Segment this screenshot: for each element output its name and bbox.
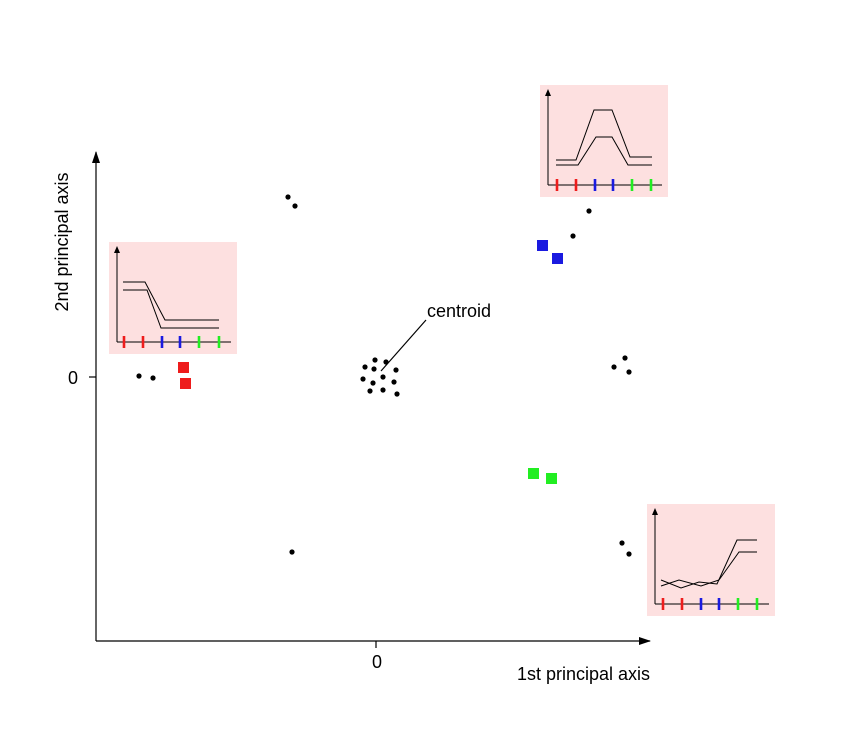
data-point — [371, 366, 377, 372]
inset-arrowhead — [545, 89, 551, 96]
data-point — [393, 367, 399, 373]
x-axis-label: 1st principal axis — [517, 664, 650, 684]
data-point — [380, 387, 386, 393]
profile-line — [556, 136, 652, 166]
data-point — [285, 194, 291, 200]
data-point — [289, 549, 295, 555]
data-point — [391, 379, 397, 385]
profile-line — [556, 109, 652, 161]
centroid-label: centroid — [427, 301, 491, 321]
profile-line — [660, 551, 757, 587]
blue-markers — [537, 240, 563, 264]
green-markers — [528, 468, 557, 484]
x-zero-label: 0 — [372, 652, 382, 672]
green-square-marker — [528, 468, 539, 479]
red-square-marker — [180, 378, 191, 389]
outlier-points — [136, 194, 632, 557]
data-point — [619, 540, 625, 546]
left-profile-inset — [109, 242, 237, 354]
blue-square-marker — [552, 253, 563, 264]
data-point — [360, 376, 366, 382]
profile-line — [123, 281, 219, 321]
data-point — [136, 373, 142, 379]
bottom-right-profile-inset — [647, 504, 775, 616]
y-axis-label: 2nd principal axis — [52, 172, 72, 311]
inset-ticks — [122, 336, 221, 348]
data-point — [394, 391, 400, 397]
data-point — [150, 375, 156, 381]
data-point — [370, 380, 376, 386]
red-square-marker — [178, 362, 189, 373]
data-point — [292, 203, 298, 209]
data-point — [622, 355, 628, 361]
blue-square-marker — [537, 240, 548, 251]
data-point — [570, 233, 576, 239]
inset-background — [647, 504, 775, 616]
centroid-cluster — [360, 357, 400, 397]
profile-line — [123, 289, 219, 329]
inset-ticks — [555, 179, 653, 191]
profile-line — [660, 539, 757, 589]
inset-ticks — [661, 598, 759, 610]
inset-background — [540, 85, 668, 197]
inset-arrowhead — [652, 508, 658, 515]
data-point — [626, 369, 632, 375]
green-square-marker — [546, 473, 557, 484]
data-point — [380, 374, 386, 380]
data-point — [372, 357, 378, 363]
data-point — [383, 359, 389, 365]
data-point — [611, 364, 617, 370]
red-markers — [178, 362, 191, 389]
inset-background — [109, 242, 237, 354]
data-point — [586, 208, 592, 214]
data-point — [362, 364, 368, 370]
y-zero-label: 0 — [68, 368, 78, 388]
inset-arrowhead — [114, 246, 120, 253]
data-point — [626, 551, 632, 557]
top-right-profile-inset — [540, 85, 668, 197]
data-point — [367, 388, 373, 394]
